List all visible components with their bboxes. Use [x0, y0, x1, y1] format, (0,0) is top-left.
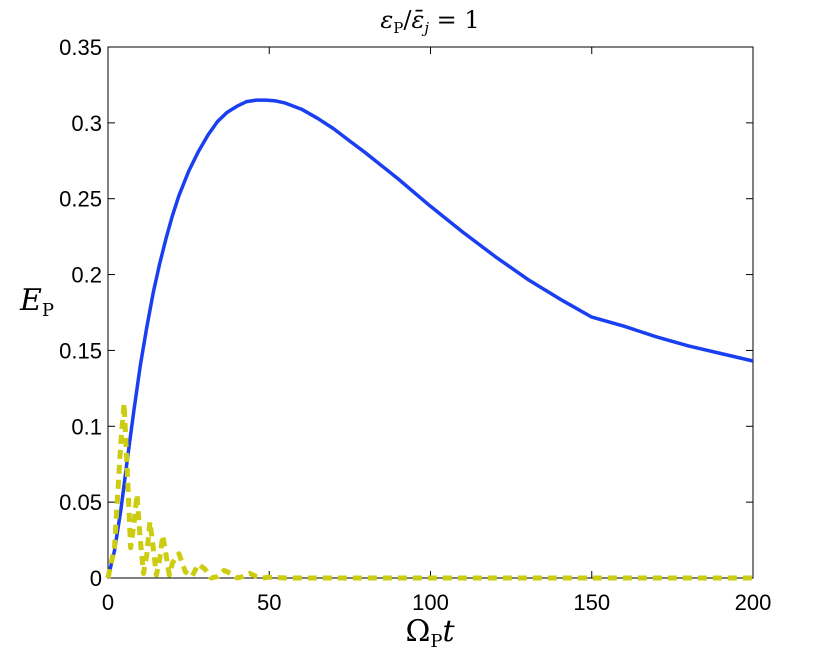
- y-tick-label: 0.05: [59, 490, 102, 515]
- x-axis-label: ΩPt: [405, 614, 455, 651]
- series-group: [105, 98, 754, 581]
- x-tick-label: 200: [735, 590, 772, 615]
- y-tick-label: 0: [90, 566, 102, 591]
- y-tick-label: 0.35: [59, 35, 102, 60]
- x-axis: 0 50 100 150 200: [102, 47, 771, 615]
- y-axis: 0 0.05 0.1 0.15 0.2 0.25 0.3 0.35: [59, 35, 753, 591]
- y-axis-label: EP: [19, 283, 54, 321]
- x-tick-label: 150: [573, 590, 610, 615]
- x-tick-label: 50: [257, 590, 281, 615]
- x-tick-label: 100: [412, 590, 449, 615]
- y-tick-label: 0.2: [71, 263, 102, 288]
- y-tick-label: 0.3: [71, 111, 102, 136]
- x-tick-label: 0: [102, 590, 114, 615]
- series-line-dashed: [105, 401, 753, 581]
- plot-frame: [107, 46, 754, 579]
- y-tick-label: 0.25: [59, 187, 102, 212]
- y-tick-label: 0.1: [71, 414, 102, 439]
- y-tick-label: 0.15: [59, 338, 102, 363]
- chart-title: εP/ε̄j = 1: [380, 6, 479, 37]
- series-line-solid: [106, 98, 754, 579]
